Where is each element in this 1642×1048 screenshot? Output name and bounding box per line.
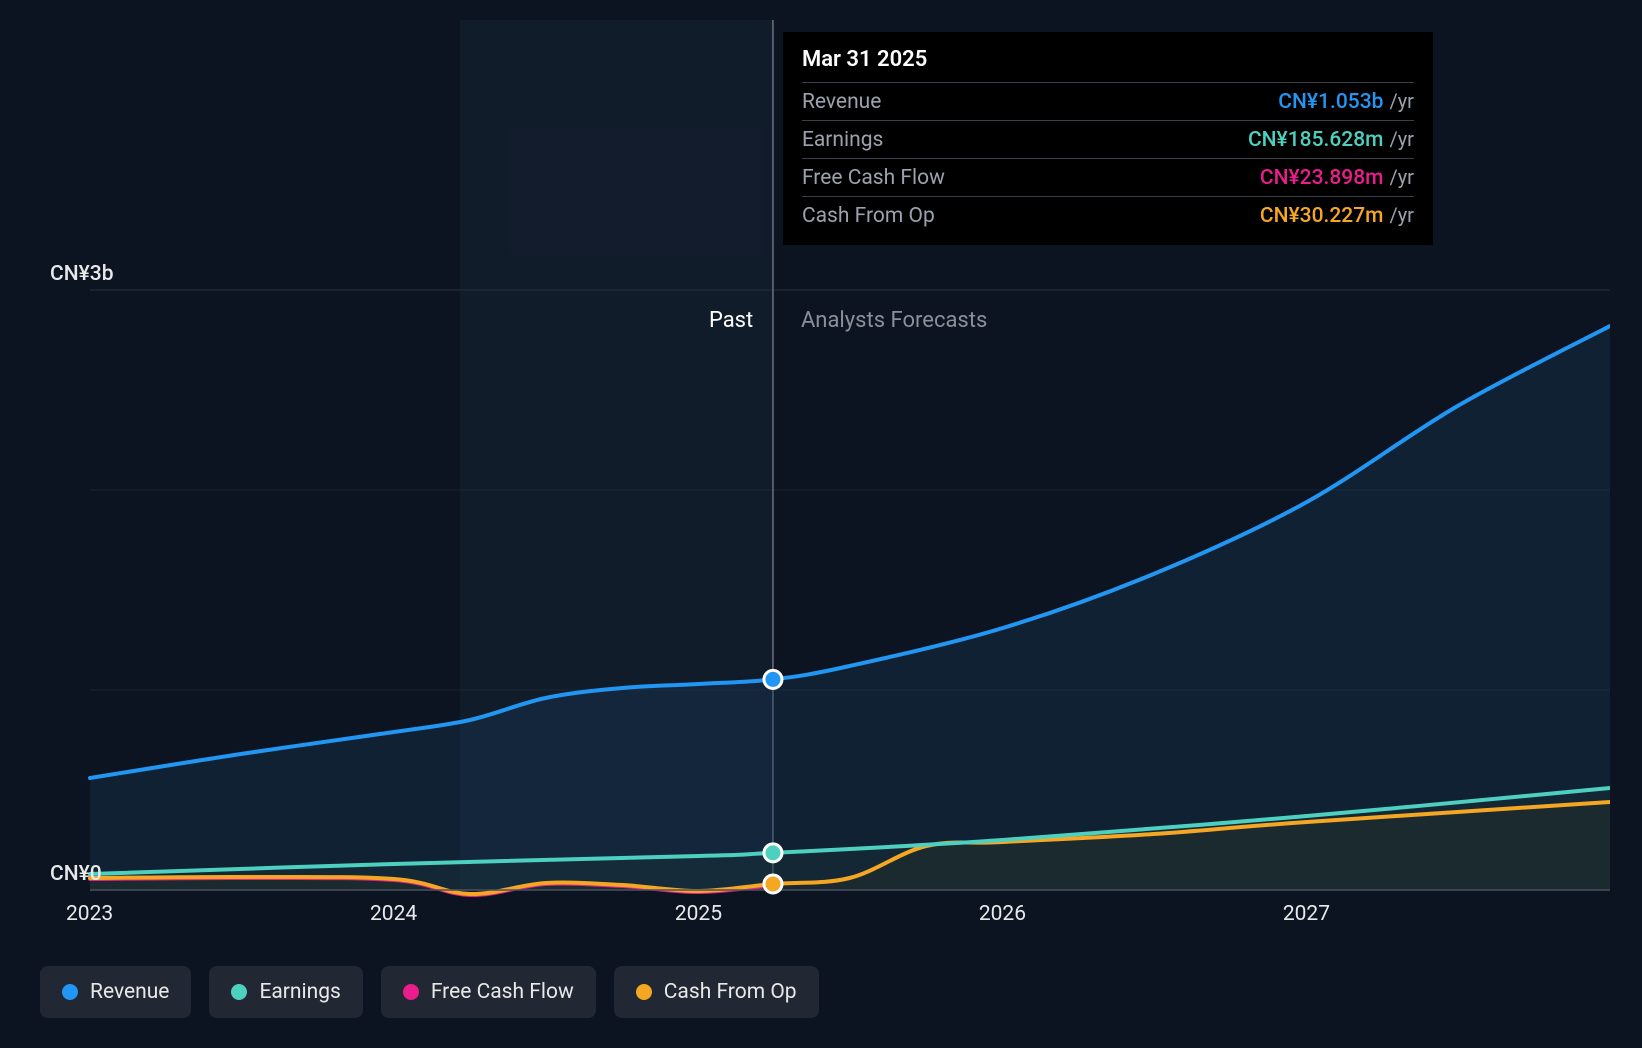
- legend-dot-icon: [636, 984, 652, 1000]
- past-section-label: Past: [709, 308, 753, 333]
- x-tick-label: 2023: [66, 902, 113, 926]
- legend: Revenue Earnings Free Cash Flow Cash From O…: [40, 966, 819, 1018]
- forecast-section-label: Analysts Forecasts: [801, 308, 987, 333]
- tooltip-row: Cash From Op CN¥30.227m/yr: [802, 196, 1414, 234]
- tooltip-row-unit: /yr: [1389, 127, 1414, 151]
- y-tick-label: CN¥0: [50, 862, 102, 886]
- legend-dot-icon: [403, 984, 419, 1000]
- x-tick-label: 2027: [1283, 902, 1330, 926]
- legend-label: Revenue: [90, 980, 169, 1004]
- legend-item[interactable]: Cash From Op: [614, 966, 819, 1018]
- tooltip-row-label: Free Cash Flow: [802, 166, 945, 190]
- legend-label: Cash From Op: [664, 980, 797, 1004]
- tooltip-row-unit: /yr: [1389, 89, 1414, 113]
- tooltip-row-unit: /yr: [1389, 165, 1414, 189]
- tooltip-row-label: Earnings: [802, 128, 883, 152]
- legend-dot-icon: [62, 984, 78, 1000]
- tooltip-row-unit: /yr: [1389, 203, 1414, 227]
- legend-item[interactable]: Earnings: [209, 966, 362, 1018]
- legend-item[interactable]: Revenue: [40, 966, 191, 1018]
- tooltip-row-value: CN¥23.898m: [1260, 166, 1384, 190]
- tooltip-row-value: CN¥185.628m: [1248, 128, 1384, 152]
- x-tick-label: 2026: [979, 902, 1026, 926]
- x-tick-label: 2025: [675, 902, 722, 926]
- legend-label: Earnings: [259, 980, 340, 1004]
- tooltip-row: Earnings CN¥185.628m/yr: [802, 120, 1414, 158]
- x-tick-label: 2024: [370, 902, 417, 926]
- tooltip-row: Free Cash Flow CN¥23.898m/yr: [802, 158, 1414, 196]
- tooltip-row-value: CN¥1.053b: [1278, 90, 1383, 114]
- hover-tooltip: Mar 31 2025 Revenue CN¥1.053b/yr Earnings C…: [783, 32, 1433, 245]
- tooltip-row: Revenue CN¥1.053b/yr: [802, 82, 1414, 120]
- tooltip-row-value: CN¥30.227m: [1260, 204, 1384, 228]
- tooltip-date: Mar 31 2025: [802, 47, 1414, 82]
- legend-label: Free Cash Flow: [431, 980, 574, 1004]
- tooltip-row-label: Revenue: [802, 90, 881, 114]
- tooltip-row-label: Cash From Op: [802, 204, 935, 228]
- legend-item[interactable]: Free Cash Flow: [381, 966, 596, 1018]
- legend-dot-icon: [231, 984, 247, 1000]
- y-tick-label: CN¥3b: [50, 262, 114, 286]
